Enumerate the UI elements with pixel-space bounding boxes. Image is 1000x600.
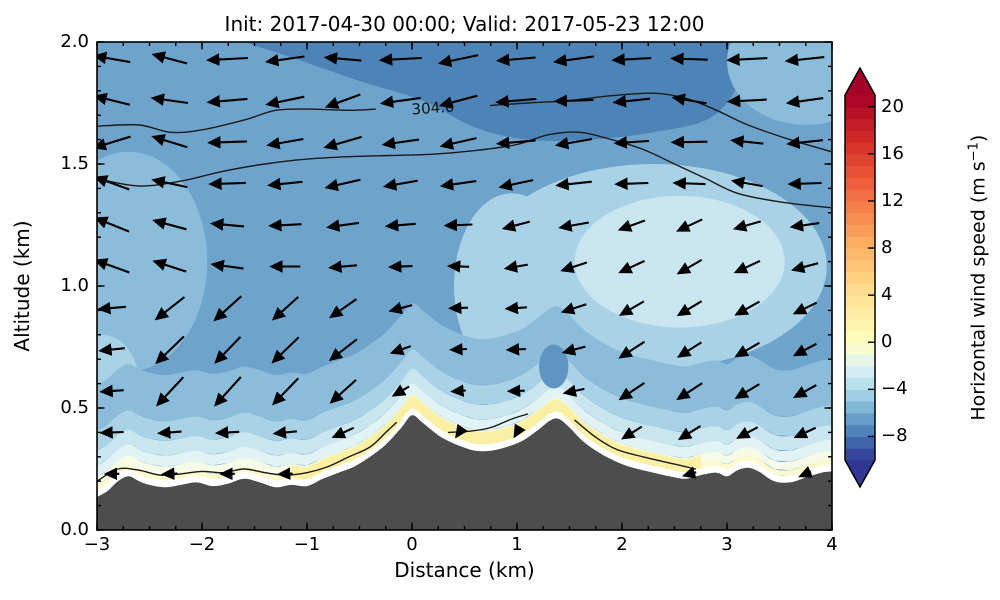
x-tick-label: −2 bbox=[188, 534, 216, 555]
colorbar-tick-label: 12 bbox=[881, 189, 904, 211]
theta-contour-label: 304.0 bbox=[410, 97, 456, 119]
colorbar-tick-label: −8 bbox=[881, 425, 908, 447]
colorbar-tick-label: 16 bbox=[881, 142, 904, 164]
colorbar-label: Horizontal wind speed (m s−1) bbox=[966, 48, 989, 508]
y-tick-label: 0.5 bbox=[60, 397, 89, 418]
plot-title: Init: 2017-04-30 00:00; Valid: 2017-05-2… bbox=[224, 12, 705, 36]
colorbar-tick-label: 8 bbox=[881, 237, 893, 259]
x-tick-label: 2 bbox=[616, 534, 628, 555]
x-tick-label: 0 bbox=[406, 534, 418, 555]
x-tick-label: 3 bbox=[721, 534, 733, 555]
colorbar-label-exponent: −1 bbox=[966, 142, 982, 162]
x-axis-label: Distance (km) bbox=[394, 558, 535, 582]
colorbar-tick-label: 4 bbox=[881, 284, 893, 306]
x-tick-label: 1 bbox=[511, 534, 523, 555]
x-tick-label: 4 bbox=[826, 534, 838, 555]
y-tick-label: 1.5 bbox=[60, 153, 89, 174]
colorbar-tick-label: 0 bbox=[881, 331, 893, 353]
y-tick-label: 0.0 bbox=[60, 519, 89, 540]
y-tick-label: 1.0 bbox=[60, 275, 89, 296]
colorbar-tick-label: −4 bbox=[881, 378, 908, 400]
colorbar-label-main: Horizontal wind speed (m s bbox=[967, 161, 990, 421]
y-tick-label: 2.0 bbox=[60, 31, 89, 52]
x-tick-label: −3 bbox=[83, 534, 111, 555]
y-axis-label: Altitude (km) bbox=[10, 220, 34, 352]
colorbar-tick-label: 20 bbox=[881, 95, 904, 117]
x-tick-label: −1 bbox=[293, 534, 321, 555]
colorbar-label-close: ) bbox=[967, 134, 990, 143]
